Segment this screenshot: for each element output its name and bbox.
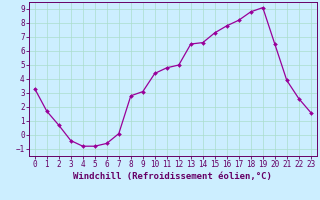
X-axis label: Windchill (Refroidissement éolien,°C): Windchill (Refroidissement éolien,°C) [73, 172, 272, 181]
